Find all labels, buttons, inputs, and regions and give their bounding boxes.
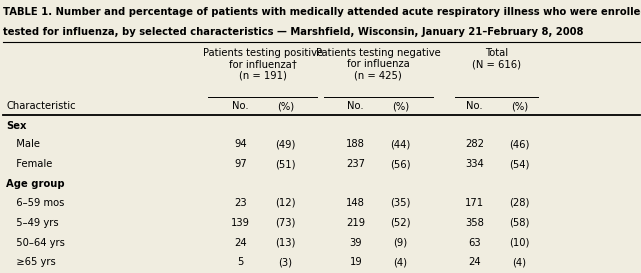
Text: (3): (3) [278,257,292,268]
Text: Patients testing negative
for influenza
(n = 425): Patients testing negative for influenza … [316,48,440,81]
Text: (51): (51) [275,159,296,169]
Text: No.: No. [232,101,249,111]
Text: 24: 24 [234,238,247,248]
Text: Age group: Age group [6,179,65,189]
Text: (%): (%) [277,101,294,111]
Text: (28): (28) [509,198,529,208]
Text: (49): (49) [275,139,296,149]
Text: 219: 219 [346,218,365,228]
Text: Sex: Sex [6,121,27,131]
Text: 139: 139 [231,218,250,228]
Text: (52): (52) [390,218,411,228]
Text: 50–64 yrs: 50–64 yrs [10,238,65,248]
Text: 19: 19 [349,257,362,268]
Text: No.: No. [466,101,483,111]
Text: 94: 94 [234,139,247,149]
Text: 282: 282 [465,139,484,149]
Text: (9): (9) [394,238,408,248]
Text: 358: 358 [465,218,484,228]
Text: TABLE 1. Number and percentage of patients with medically attended acute respira: TABLE 1. Number and percentage of patien… [3,7,641,17]
Text: 171: 171 [465,198,484,208]
Text: 148: 148 [346,198,365,208]
Text: ≥65 yrs: ≥65 yrs [10,257,55,268]
Text: (44): (44) [390,139,411,149]
Text: 97: 97 [234,159,247,169]
Text: 334: 334 [465,159,484,169]
Text: Male: Male [10,139,40,149]
Text: (46): (46) [509,139,529,149]
Text: Characteristic: Characteristic [6,101,76,111]
Text: (54): (54) [509,159,529,169]
Text: (13): (13) [275,238,296,248]
Text: 24: 24 [468,257,481,268]
Text: Patients testing positive
for influenza†
(n = 191): Patients testing positive for influenza†… [203,48,323,81]
Text: (4): (4) [512,257,526,268]
Text: (56): (56) [390,159,411,169]
Text: Female: Female [10,159,52,169]
Text: (73): (73) [275,218,296,228]
Text: Total
(N = 616): Total (N = 616) [472,48,521,69]
Text: 63: 63 [468,238,481,248]
Text: (%): (%) [392,101,409,111]
Text: 5–49 yrs: 5–49 yrs [10,218,58,228]
Text: 237: 237 [346,159,365,169]
Text: tested for influenza, by selected characteristics — Marshfield, Wisconsin, Janua: tested for influenza, by selected charac… [3,27,584,37]
Text: 23: 23 [234,198,247,208]
Text: (35): (35) [390,198,411,208]
Text: (10): (10) [509,238,529,248]
Text: 6–59 mos: 6–59 mos [10,198,64,208]
Text: (%): (%) [511,101,528,111]
Text: 39: 39 [349,238,362,248]
Text: (12): (12) [275,198,296,208]
Text: 188: 188 [346,139,365,149]
Text: No.: No. [347,101,364,111]
Text: (4): (4) [394,257,408,268]
Text: 5: 5 [237,257,244,268]
Text: (58): (58) [509,218,529,228]
